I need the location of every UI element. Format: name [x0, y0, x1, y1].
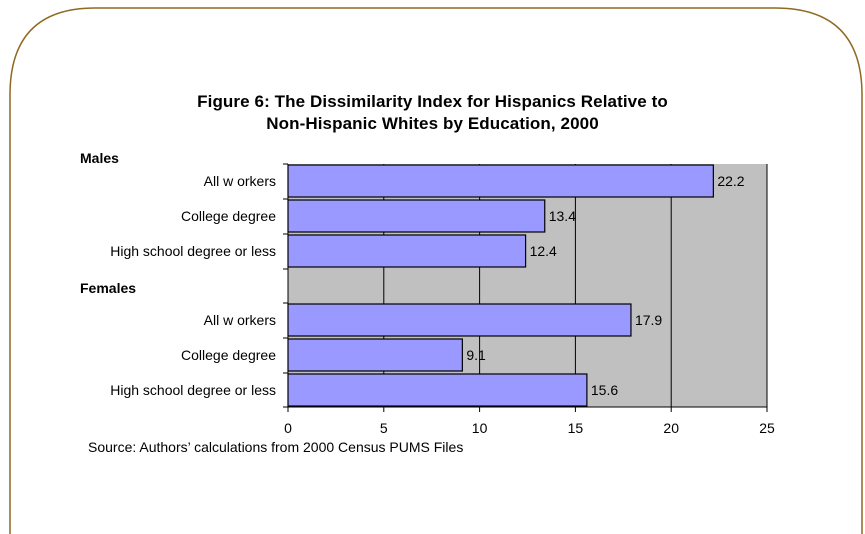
- bar: [287, 234, 527, 268]
- axes: [283, 163, 768, 412]
- bar: [287, 164, 714, 198]
- bar: [287, 373, 588, 407]
- labels: 22.2 All w orkers 13.4 College degree 12.4 Hi…: [80, 150, 775, 436]
- x-tick-label: 0: [284, 420, 292, 436]
- value-label: 15.6: [591, 382, 618, 398]
- group-label: Females: [80, 280, 136, 296]
- bar: [287, 303, 632, 337]
- value-label: 22.2: [717, 173, 744, 189]
- category-label: College degree: [181, 208, 276, 224]
- category-label: College degree: [181, 347, 276, 363]
- category-label: High school degree or less: [110, 382, 276, 398]
- group-label: Males: [80, 150, 119, 166]
- category-label: All w orkers: [204, 312, 276, 328]
- value-label: 17.9: [635, 312, 662, 328]
- bars: [287, 164, 714, 407]
- bar: [287, 338, 463, 372]
- source-note: Source: Authors’ calculations from 2000 …: [88, 439, 464, 455]
- x-tick-label: 5: [380, 420, 388, 436]
- x-tick-label: 15: [568, 420, 584, 436]
- bar: [287, 199, 546, 233]
- x-tick-label: 20: [663, 420, 679, 436]
- x-tick-label: 25: [759, 420, 775, 436]
- value-label: 9.1: [466, 347, 486, 363]
- category-label: High school degree or less: [110, 243, 276, 259]
- rounded-frame-border: [9, 7, 863, 534]
- value-label: 12.4: [530, 243, 557, 259]
- x-tick-label: 10: [472, 420, 488, 436]
- category-label: All w orkers: [204, 173, 276, 189]
- value-label: 13.4: [549, 208, 576, 224]
- chart-title-line-1: Figure 6: The Dissimilarity Index for Hi…: [197, 92, 668, 111]
- chart-title-line-2: Non-Hispanic Whites by Education, 2000: [266, 114, 599, 133]
